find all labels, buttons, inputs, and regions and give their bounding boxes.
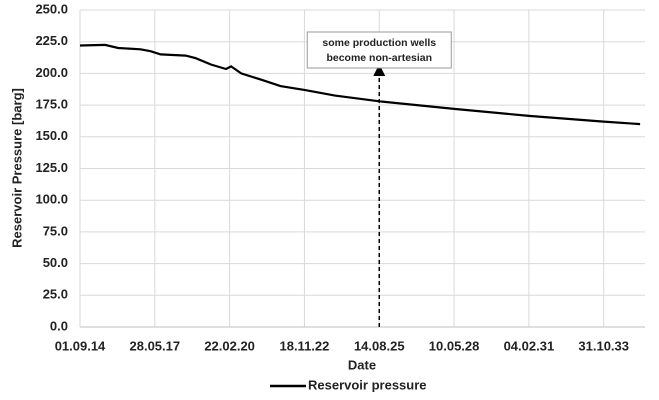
y-tick-label: 0.0 [50, 318, 68, 333]
annotation-box [306, 31, 452, 69]
annotation-text: become non-artesian [326, 52, 432, 64]
y-tick-label: 150.0 [35, 128, 68, 143]
y-tick-label: 225.0 [35, 33, 68, 48]
y-tick-label: 100.0 [35, 192, 68, 207]
x-axis-label: Date [348, 357, 376, 372]
x-tick-label: 31.10.33 [578, 338, 629, 353]
x-tick-label: 18.11.22 [279, 338, 329, 353]
x-tick-label: 28.05.17 [130, 338, 181, 353]
y-tick-label: 75.0 [43, 223, 68, 238]
x-tick-label: 04.02.31 [504, 338, 555, 353]
legend-label: Reservoir pressure [308, 377, 427, 392]
y-axis-label: Reservoir Pressure [barg] [9, 88, 24, 248]
y-tick-label: 250.0 [35, 1, 68, 16]
data-line [79, 43, 641, 126]
x-tick-label: 14.08.25 [354, 338, 405, 353]
annotation-text: some production wells [322, 37, 436, 49]
y-tick-label: 200.0 [35, 65, 68, 80]
y-tick-label: 50.0 [43, 255, 68, 270]
y-tick-label: 175.0 [35, 97, 68, 112]
y-tick-label: 25.0 [43, 287, 68, 302]
y-tick-label: 125.0 [35, 160, 68, 175]
x-tick-label: 01.09.14 [55, 338, 106, 353]
x-tick-label: 22.02.20 [204, 338, 255, 353]
x-tick-label: 10.05.28 [429, 338, 480, 353]
